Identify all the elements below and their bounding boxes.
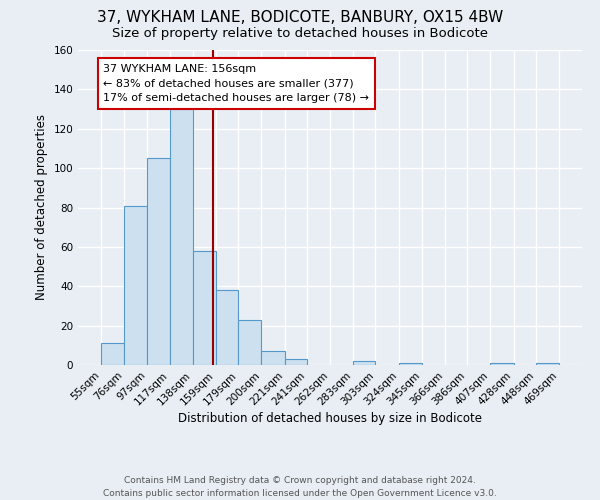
Bar [353, 361, 376, 365]
Bar [490, 363, 514, 365]
Bar [238, 320, 262, 365]
Bar [101, 344, 124, 365]
Bar [284, 359, 307, 365]
Bar [193, 251, 216, 365]
Bar [216, 290, 238, 365]
Y-axis label: Number of detached properties: Number of detached properties [35, 114, 48, 300]
X-axis label: Distribution of detached houses by size in Bodicote: Distribution of detached houses by size … [178, 412, 482, 426]
Bar [398, 363, 422, 365]
Bar [170, 109, 193, 365]
Bar [124, 206, 148, 365]
Bar [262, 351, 284, 365]
Text: Size of property relative to detached houses in Bodicote: Size of property relative to detached ho… [112, 28, 488, 40]
Text: Contains HM Land Registry data © Crown copyright and database right 2024.
Contai: Contains HM Land Registry data © Crown c… [103, 476, 497, 498]
Bar [536, 363, 559, 365]
Bar [148, 158, 170, 365]
Text: 37 WYKHAM LANE: 156sqm
← 83% of detached houses are smaller (377)
17% of semi-de: 37 WYKHAM LANE: 156sqm ← 83% of detached… [103, 64, 369, 104]
Text: 37, WYKHAM LANE, BODICOTE, BANBURY, OX15 4BW: 37, WYKHAM LANE, BODICOTE, BANBURY, OX15… [97, 10, 503, 25]
